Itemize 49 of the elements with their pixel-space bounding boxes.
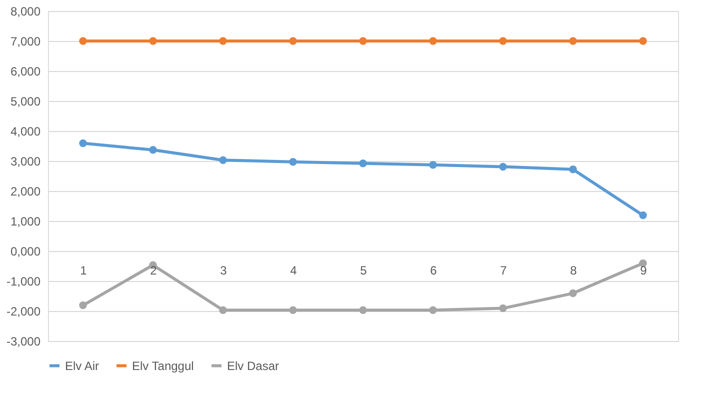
x-tick-label: 4 [290,264,298,278]
point [639,37,647,45]
y-tick-label: 7,000 [10,34,41,48]
point [359,37,367,45]
point [219,156,227,164]
y-tick-label: 3,000 [10,154,41,168]
y-tick-label: -2,000 [6,304,41,318]
point [569,37,577,45]
point [499,304,507,312]
x-tick-label: 6 [430,264,438,278]
y-tick-label: 4,000 [10,124,41,138]
point [359,306,367,314]
point [289,158,297,166]
point [639,211,647,220]
x-tick-label: 3 [220,264,228,278]
legend-label: Elv Dasar [227,358,280,373]
x-tick-label: 1 [80,264,88,278]
point [79,301,87,310]
point [569,289,577,298]
y-tick-label: -3,000 [6,334,41,348]
y-tick-label: 5,000 [10,94,41,108]
point [149,146,157,154]
point [219,306,227,314]
point [79,37,87,45]
y-tick-label: 1,000 [10,214,41,228]
point [429,306,437,314]
legend-label: Elv Tanggul [132,358,194,373]
point [149,37,157,45]
point [499,37,507,45]
x-tick-label: 8 [570,264,578,278]
x-tick-label: 5 [360,264,368,278]
x-tick-label: 9 [640,264,648,278]
point [289,37,297,45]
y-tick-label: 0,000 [10,244,41,258]
y-tick-label: 6,000 [10,64,41,78]
y-tick-label: 2,000 [10,184,41,198]
y-tick-label: 8,000 [10,4,41,18]
point [499,162,507,171]
point [429,37,437,45]
y-tick-label: -1,000 [6,274,41,288]
point [289,306,297,314]
x-tick-label: 7 [500,264,508,278]
point [429,161,437,169]
legend-label: Elv Air [65,358,100,373]
point [79,139,87,148]
point [569,166,577,174]
x-tick-label: 2 [150,264,158,278]
point [219,37,227,45]
point [359,160,367,168]
